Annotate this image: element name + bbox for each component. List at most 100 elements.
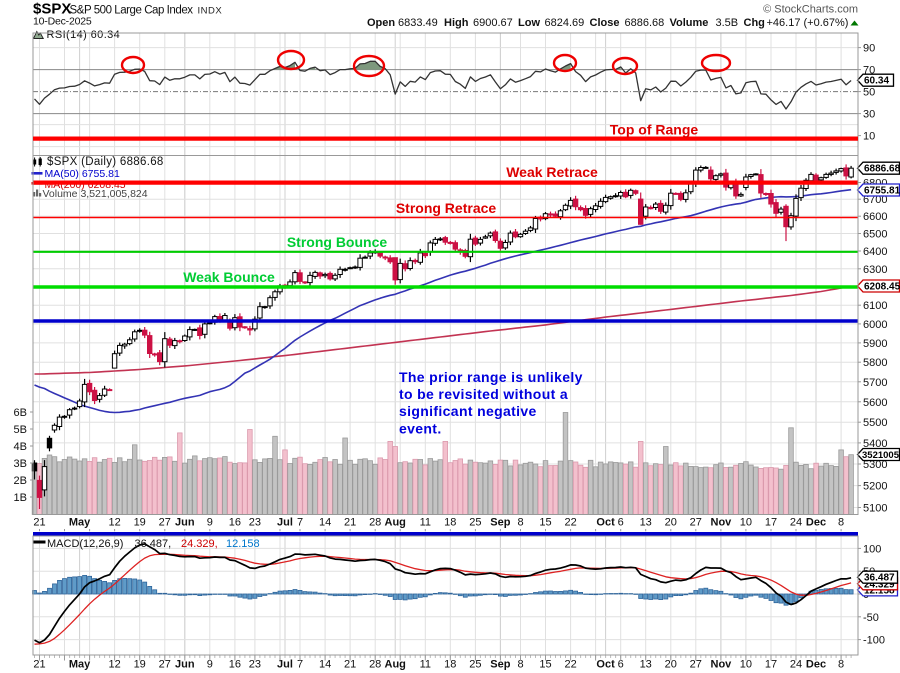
svg-text:5900: 5900 (863, 338, 887, 350)
svg-text:5300: 5300 (863, 459, 887, 471)
svg-text:15: 15 (539, 517, 551, 529)
svg-text:Close: Close (590, 17, 620, 29)
svg-text:20: 20 (665, 658, 677, 670)
svg-text:Strong Retrace: Strong Retrace (396, 200, 497, 216)
svg-text:Chg: Chg (744, 17, 765, 29)
svg-text:10-Dec-2025: 10-Dec-2025 (33, 16, 92, 28)
svg-text:Jul: Jul (277, 658, 293, 670)
svg-text:13: 13 (640, 658, 652, 670)
svg-text:17: 17 (765, 658, 777, 670)
svg-text:4B: 4B (14, 441, 27, 453)
svg-text:36.487,: 36.487, (135, 538, 172, 550)
svg-text:6700: 6700 (863, 194, 887, 206)
svg-text:significant negative: significant negative (399, 403, 537, 419)
svg-text:9: 9 (207, 658, 213, 670)
svg-text:12: 12 (108, 658, 120, 670)
svg-text:5800: 5800 (863, 357, 887, 369)
svg-text:Oct: Oct (596, 517, 615, 529)
svg-text:21: 21 (344, 517, 356, 529)
svg-text:2B: 2B (14, 475, 27, 487)
svg-text:7: 7 (297, 658, 303, 670)
svg-text:6886.68: 6886.68 (625, 17, 665, 29)
svg-text:9: 9 (207, 517, 213, 529)
svg-text:6886.68: 6886.68 (864, 164, 900, 175)
svg-text:to be revisited without a: to be revisited without a (399, 386, 568, 402)
svg-text:6B: 6B (14, 407, 27, 419)
svg-text:Oct: Oct (596, 658, 615, 670)
svg-text:event.: event. (399, 420, 442, 436)
svg-text:The prior range is unlikely: The prior range is unlikely (399, 369, 583, 385)
svg-text:© StockCharts.com: © StockCharts.com (763, 4, 858, 16)
svg-text:11: 11 (420, 658, 431, 670)
svg-text:5600: 5600 (863, 397, 887, 409)
svg-text:20: 20 (665, 517, 677, 529)
svg-text:5100: 5100 (863, 503, 887, 515)
svg-text:27: 27 (690, 658, 702, 670)
svg-text:1B: 1B (14, 492, 27, 504)
svg-text:+46.17 (+0.67%): +46.17 (+0.67%) (767, 17, 849, 29)
svg-text:Sep: Sep (490, 658, 510, 670)
svg-text:$SPX: $SPX (33, 1, 71, 18)
svg-text:23: 23 (249, 517, 261, 529)
svg-text:25: 25 (469, 658, 481, 670)
svg-text:18: 18 (444, 517, 456, 529)
svg-text:21: 21 (33, 658, 45, 670)
svg-text:8: 8 (838, 517, 844, 529)
svg-text:10: 10 (863, 131, 875, 143)
svg-text:5700: 5700 (863, 377, 887, 389)
svg-text:3.5B: 3.5B (716, 17, 739, 29)
svg-text:24: 24 (790, 517, 802, 529)
svg-text:Sep: Sep (490, 517, 510, 529)
svg-text:Weak Retrace: Weak Retrace (506, 164, 598, 180)
svg-text:15: 15 (539, 658, 551, 670)
svg-text:24.329,: 24.329, (181, 538, 218, 550)
svg-text:16: 16 (229, 658, 241, 670)
svg-text:19: 19 (134, 658, 146, 670)
svg-text:27: 27 (159, 658, 171, 670)
svg-text:6400: 6400 (863, 246, 887, 258)
svg-text:7: 7 (297, 517, 303, 529)
svg-text:3B: 3B (14, 458, 27, 470)
svg-text:5500: 5500 (863, 417, 887, 429)
svg-text:May: May (69, 517, 91, 529)
svg-text:22: 22 (564, 517, 576, 529)
svg-text:-50: -50 (863, 612, 879, 624)
svg-text:6: 6 (618, 658, 624, 670)
svg-text:21: 21 (344, 658, 356, 670)
svg-text:12.158: 12.158 (226, 538, 260, 550)
svg-text:6300: 6300 (863, 264, 887, 276)
svg-text:Dec: Dec (806, 517, 826, 529)
svg-text:3521005: 3521005 (862, 450, 900, 461)
svg-text:Jun: Jun (175, 658, 195, 670)
svg-text:50: 50 (863, 87, 875, 99)
svg-text:Low: Low (518, 17, 540, 29)
svg-text:90: 90 (863, 43, 875, 55)
svg-text:100: 100 (863, 543, 881, 555)
svg-text:May: May (69, 658, 91, 670)
svg-text:24: 24 (790, 658, 802, 670)
svg-text:23: 23 (249, 658, 261, 670)
svg-text:25: 25 (469, 517, 481, 529)
svg-text:Top of Range: Top of Range (610, 122, 699, 138)
svg-text:6600: 6600 (863, 211, 887, 223)
svg-text:6: 6 (618, 517, 624, 529)
svg-text:19: 19 (134, 517, 146, 529)
svg-text:14: 14 (319, 517, 331, 529)
svg-text:MA(50) 6755.81: MA(50) 6755.81 (45, 168, 120, 180)
svg-text:6208.45: 6208.45 (864, 282, 900, 293)
svg-text:6500: 6500 (863, 229, 887, 241)
svg-text:10: 10 (740, 517, 752, 529)
svg-text:Jul: Jul (277, 517, 293, 529)
svg-text:21: 21 (33, 517, 45, 529)
svg-text:8: 8 (517, 517, 523, 529)
svg-text:6824.69: 6824.69 (545, 17, 585, 29)
svg-text:-100: -100 (863, 635, 885, 647)
svg-text:$SPX (Daily) 6886.68: $SPX (Daily) 6886.68 (47, 156, 164, 168)
svg-text:6755.81: 6755.81 (864, 186, 900, 197)
svg-text:11: 11 (420, 517, 431, 529)
svg-text:5200: 5200 (863, 481, 887, 493)
svg-text:8: 8 (517, 658, 523, 670)
svg-text:6833.49: 6833.49 (398, 17, 438, 29)
svg-text:12.158: 12.158 (864, 585, 895, 596)
svg-text:22: 22 (564, 658, 576, 670)
